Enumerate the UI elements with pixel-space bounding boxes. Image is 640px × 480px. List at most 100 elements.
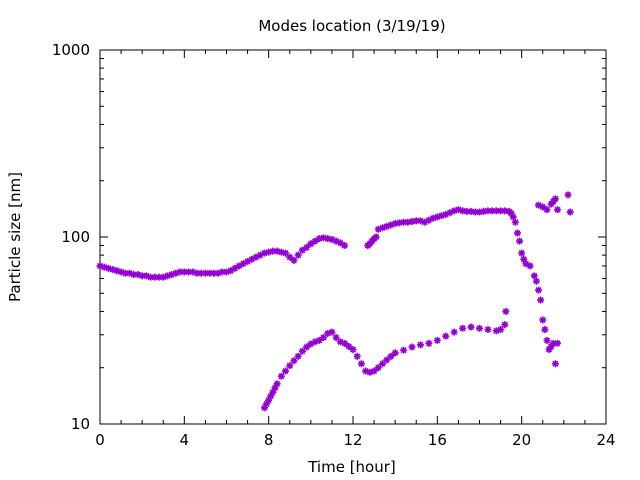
data-point-marker [239, 260, 247, 268]
data-point-marker [294, 251, 302, 259]
data-point [541, 326, 549, 334]
data-point [290, 357, 298, 365]
data-point [433, 336, 441, 344]
data-point [425, 339, 433, 347]
data-point-marker [484, 326, 492, 334]
data-point-marker [303, 343, 311, 351]
data-point-marker [395, 219, 403, 227]
data-point [425, 216, 433, 224]
data-point [492, 207, 500, 215]
data-point-marker [286, 253, 294, 261]
data-point-marker [324, 329, 332, 337]
data-point-marker [117, 268, 125, 276]
data-point [450, 328, 458, 336]
data-point [379, 360, 387, 368]
data-point [324, 329, 332, 337]
data-point-marker [532, 277, 540, 285]
data-point [442, 210, 450, 218]
data-point [522, 260, 530, 268]
data-point [372, 233, 380, 241]
data-point-marker [267, 392, 275, 400]
data-point [332, 334, 340, 342]
data-point [501, 321, 509, 329]
data-point-marker [341, 242, 349, 250]
data-point [484, 207, 492, 215]
data-point-marker [516, 237, 524, 245]
data-point [218, 268, 226, 276]
data-point-marker [566, 208, 574, 216]
x-tick-label: 4 [180, 431, 190, 449]
data-point [341, 339, 349, 347]
data-point-marker [100, 263, 108, 271]
data-point [235, 262, 243, 270]
data-point-marker [425, 339, 433, 347]
data-point-marker [408, 343, 416, 351]
data-point [286, 253, 294, 261]
data-point-marker [298, 347, 306, 355]
data-point-marker [551, 360, 559, 368]
data-point-marker [185, 268, 193, 276]
data-point-marker [121, 269, 129, 277]
data-point [311, 338, 319, 346]
data-point-marker [537, 296, 545, 304]
data-point [277, 248, 285, 256]
data-point-marker [416, 341, 424, 349]
x-tick-label: 0 [95, 431, 105, 449]
data-point [395, 219, 403, 227]
data-point [311, 237, 319, 245]
data-point [516, 237, 524, 245]
data-point-marker [307, 240, 315, 248]
data-point [117, 268, 125, 276]
data-point-marker [492, 327, 500, 335]
data-point [142, 272, 150, 280]
data-point-marker [497, 207, 505, 215]
data-point [290, 256, 298, 264]
data-point-marker [332, 237, 340, 245]
data-point [260, 249, 268, 257]
data-point-marker [408, 218, 416, 226]
data-point-marker [290, 357, 298, 365]
data-point-marker [400, 218, 408, 226]
data-point-marker [400, 346, 408, 354]
data-point-marker [446, 209, 454, 217]
data-point [543, 206, 551, 214]
data-point-marker [467, 323, 475, 331]
data-point [248, 255, 256, 263]
data-point-marker [113, 267, 121, 275]
data-point-marker [147, 273, 155, 281]
data-point-marker [197, 269, 205, 277]
data-point [379, 224, 387, 232]
data-point-marker [265, 248, 273, 256]
data-point [480, 207, 488, 215]
data-point [113, 267, 121, 275]
data-point-marker [319, 334, 327, 342]
data-point-marker [530, 272, 538, 280]
data-point [206, 269, 214, 277]
data-point [121, 269, 129, 277]
data-point [511, 218, 519, 226]
data-point [509, 213, 517, 221]
data-point-marker [282, 367, 290, 375]
data-point [130, 271, 138, 279]
data-point-marker [421, 218, 429, 226]
data-point-marker [554, 206, 562, 214]
data-point-marker [539, 316, 547, 324]
data-point-marker [471, 208, 479, 216]
data-point [282, 367, 290, 375]
data-point-marker [104, 264, 112, 272]
data-point-marker [214, 269, 222, 277]
y-tick-label: 10 [71, 415, 90, 433]
data-point-marker [206, 269, 214, 277]
data-point [535, 201, 543, 209]
data-point-marker [501, 207, 509, 215]
data-point [497, 326, 505, 334]
data-point [269, 388, 277, 396]
data-point-marker [269, 247, 277, 255]
data-point [104, 264, 112, 272]
data-point-marker [391, 220, 399, 228]
data-point [513, 229, 521, 237]
data-point-marker [543, 336, 551, 344]
data-point [549, 339, 557, 347]
data-point-marker [324, 235, 332, 243]
data-point [551, 195, 559, 203]
